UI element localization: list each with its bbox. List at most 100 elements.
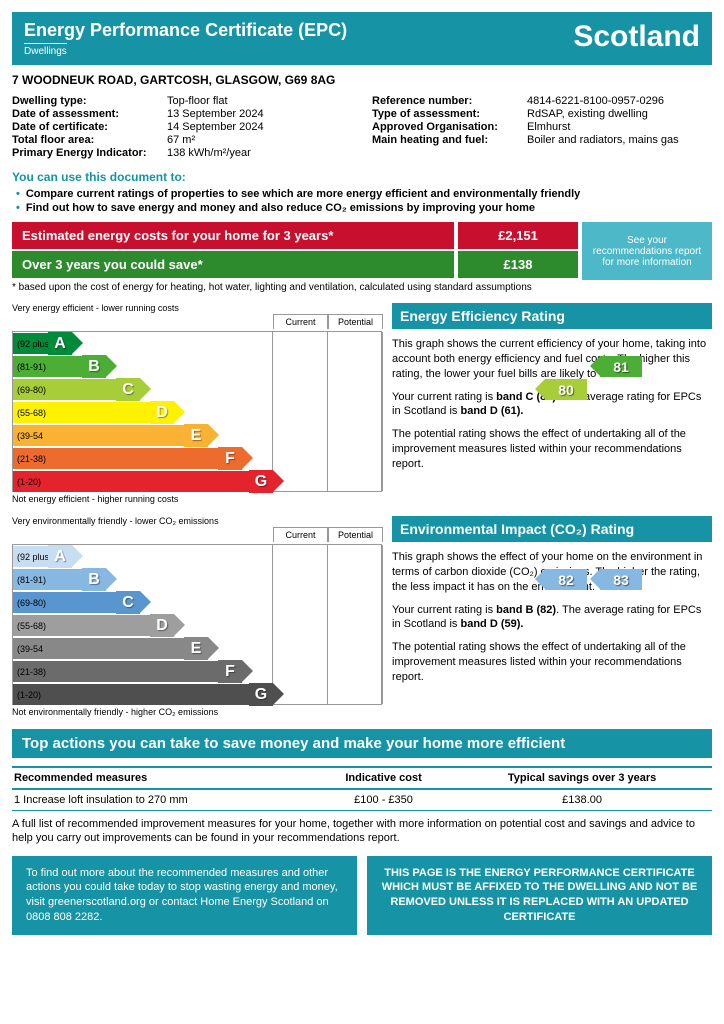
- use-text: Compare current ratings of properties to…: [26, 188, 580, 200]
- detail-value: 13 September 2024: [167, 108, 352, 120]
- detail-value: Elmhurst: [527, 121, 712, 133]
- bottom-boxes: To find out more about the recommended m…: [12, 856, 712, 935]
- col-current: Current: [273, 527, 328, 542]
- band-range: (69-80): [17, 385, 46, 395]
- band-letter: E: [184, 424, 208, 447]
- details-right: Reference number:4814-6221-8100-0957-029…: [372, 95, 712, 160]
- band-range: (81-91): [17, 575, 46, 585]
- bottom-left: To find out more about the recommended m…: [12, 856, 357, 935]
- cost-info-box: See your recommendations report for more…: [582, 222, 712, 280]
- table-cell: 1 Increase loft insulation to 270 mm: [12, 789, 315, 811]
- detail-row: Total floor area:67 m²: [12, 134, 352, 146]
- region-label: Scotland: [573, 20, 700, 54]
- band-bar: (1-20) G: [13, 471, 272, 492]
- cost-estimated-value: £2,151: [458, 222, 578, 249]
- cost-save-value: £138: [458, 251, 578, 278]
- env-chart-top: Very environmentally friendly - lower CO…: [12, 516, 382, 526]
- detail-label: Approved Organisation:: [372, 121, 527, 133]
- detail-label: Date of assessment:: [12, 108, 167, 120]
- doc-subtitle: Dwellings: [24, 43, 67, 57]
- rating-band: (81-91)B: [13, 355, 272, 378]
- actions-title: Top actions you can take to save money a…: [12, 729, 712, 758]
- band-range: (92 plus): [17, 552, 52, 562]
- rating-arrow: 83: [600, 569, 642, 590]
- detail-label: Reference number:: [372, 95, 527, 107]
- rating-band: (92 plus)A: [13, 332, 272, 355]
- header: Energy Performance Certificate (EPC) Dwe…: [12, 12, 712, 65]
- band-letter: D: [150, 614, 174, 637]
- rating-band: (21-38)F: [13, 660, 272, 683]
- band-bar: (21-38) F: [13, 448, 241, 469]
- detail-row: Reference number:4814-6221-8100-0957-029…: [372, 95, 712, 107]
- detail-label: Date of certificate:: [12, 121, 167, 133]
- energy-title: Energy Efficiency Rating: [392, 303, 712, 329]
- band-bar: (81-91)B: [13, 356, 105, 377]
- bullet-icon: •: [16, 188, 20, 200]
- detail-value: 138 kWh/m²/year: [167, 147, 352, 159]
- rating-arrow: 82: [545, 569, 587, 590]
- band-letter: C: [116, 378, 140, 401]
- energy-section: Very energy efficient - lower running co…: [12, 303, 712, 504]
- band-bar: (92 plus)A: [13, 546, 71, 567]
- band-range: (39-54: [17, 431, 43, 441]
- table-header: Typical savings over 3 years: [452, 767, 712, 789]
- band-letter: D: [150, 401, 174, 424]
- energy-p3: The potential rating shows the effect of…: [392, 427, 712, 472]
- band-range: (1-20): [17, 690, 41, 700]
- details-block: Dwelling type:Top-floor flatDate of asse…: [12, 95, 712, 160]
- detail-label: Type of assessment:: [372, 108, 527, 120]
- table-header: Indicative cost: [315, 767, 452, 789]
- col-potential: Potential: [328, 527, 383, 542]
- detail-label: Primary Energy Indicator:: [12, 147, 167, 159]
- bullet-icon: •: [16, 202, 20, 214]
- band-letter: C: [116, 591, 140, 614]
- band-range: (55-68): [17, 408, 46, 418]
- rating-band: (55-68) D: [13, 614, 272, 637]
- band-letter: E: [184, 637, 208, 660]
- band-range: (92 plus): [17, 339, 52, 349]
- rating-band: (69-80) C: [13, 378, 272, 401]
- use-list: • Compare current ratings of properties t…: [12, 188, 712, 214]
- band-letter: A: [48, 332, 72, 355]
- rating-band: (39-54 E: [13, 637, 272, 660]
- detail-row: Approved Organisation:Elmhurst: [372, 121, 712, 133]
- actions-note: A full list of recommended improvement m…: [12, 817, 712, 846]
- table-header: Recommended measures: [12, 767, 315, 789]
- details-left: Dwelling type:Top-floor flatDate of asse…: [12, 95, 352, 160]
- col-potential: Potential: [328, 314, 383, 329]
- detail-row: Dwelling type:Top-floor flat: [12, 95, 352, 107]
- band-bar: (21-38)F: [13, 661, 241, 682]
- detail-label: Dwelling type:: [12, 95, 167, 107]
- use-text: Find out how to save energy and money an…: [26, 202, 535, 214]
- band-bar: (69-80) C: [13, 379, 139, 400]
- detail-value: 14 September 2024: [167, 121, 352, 133]
- rating-band: (1-20) G: [13, 470, 272, 493]
- rating-band: (81-91)B: [13, 568, 272, 591]
- detail-row: Type of assessment:RdSAP, existing dwell…: [372, 108, 712, 120]
- env-p2: Your current rating is band B (82). The …: [392, 603, 712, 633]
- band-range: (81-91): [17, 362, 46, 372]
- env-section: Very environmentally friendly - lower CO…: [12, 516, 712, 717]
- rating-band: (69-80)C: [13, 591, 272, 614]
- rating-arrow: 80: [545, 379, 587, 400]
- band-bar: (81-91)B: [13, 569, 105, 590]
- band-range: (21-38): [17, 454, 46, 464]
- rating-band: (21-38) F: [13, 447, 272, 470]
- detail-label: Main heating and fuel:: [372, 134, 527, 146]
- energy-chart-top: Very energy efficient - lower running co…: [12, 303, 382, 313]
- detail-value: RdSAP, existing dwelling: [527, 108, 712, 120]
- band-letter: F: [218, 447, 242, 470]
- band-bar: (39-54 E: [13, 425, 207, 446]
- detail-value: 4814-6221-8100-0957-0296: [527, 95, 712, 107]
- cost-row-estimated: Estimated energy costs for your home for…: [12, 222, 578, 249]
- doc-title: Energy Performance Certificate (EPC): [24, 20, 347, 41]
- env-chart: Current Potential (92 plus)A(81-91)B(69-…: [12, 544, 382, 705]
- rating-arrow: 81: [600, 356, 642, 377]
- band-range: (21-38): [17, 667, 46, 677]
- band-letter: G: [249, 470, 273, 493]
- table-cell: £138.00: [452, 789, 712, 811]
- band-range: (1-20): [17, 477, 41, 487]
- band-range: (55-68): [17, 621, 46, 631]
- cost-estimated-label: Estimated energy costs for your home for…: [12, 222, 454, 249]
- band-range: (39-54: [17, 644, 43, 654]
